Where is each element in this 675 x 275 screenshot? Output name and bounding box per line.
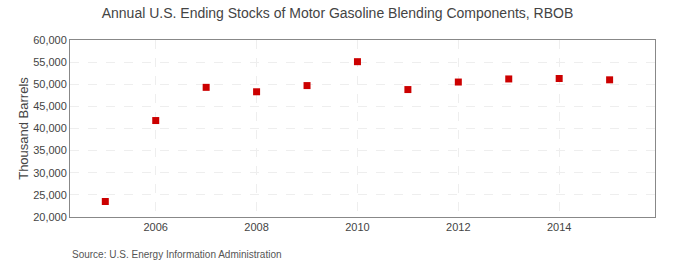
svg-text:55,000: 55,000 [33, 56, 67, 68]
svg-text:40,000: 40,000 [33, 122, 67, 134]
svg-text:45,000: 45,000 [33, 100, 67, 112]
svg-text:2006: 2006 [143, 221, 167, 233]
svg-text:50,000: 50,000 [33, 78, 67, 90]
svg-text:2010: 2010 [345, 221, 369, 233]
svg-text:2014: 2014 [547, 221, 571, 233]
svg-text:60,000: 60,000 [33, 34, 67, 46]
svg-text:Source: U.S. Energy Informatio: Source: U.S. Energy Information Administ… [72, 249, 282, 260]
svg-text:Annual U.S. Ending Stocks of M: Annual U.S. Ending Stocks of Motor Gasol… [102, 5, 574, 21]
svg-text:2008: 2008 [244, 221, 268, 233]
svg-text:2012: 2012 [446, 221, 470, 233]
svg-text:30,000: 30,000 [33, 167, 67, 179]
svg-text:Thousand Barrels: Thousand Barrels [16, 77, 31, 180]
svg-text:25,000: 25,000 [33, 189, 67, 201]
svg-text:20,000: 20,000 [33, 211, 67, 223]
svg-text:35,000: 35,000 [33, 144, 67, 156]
